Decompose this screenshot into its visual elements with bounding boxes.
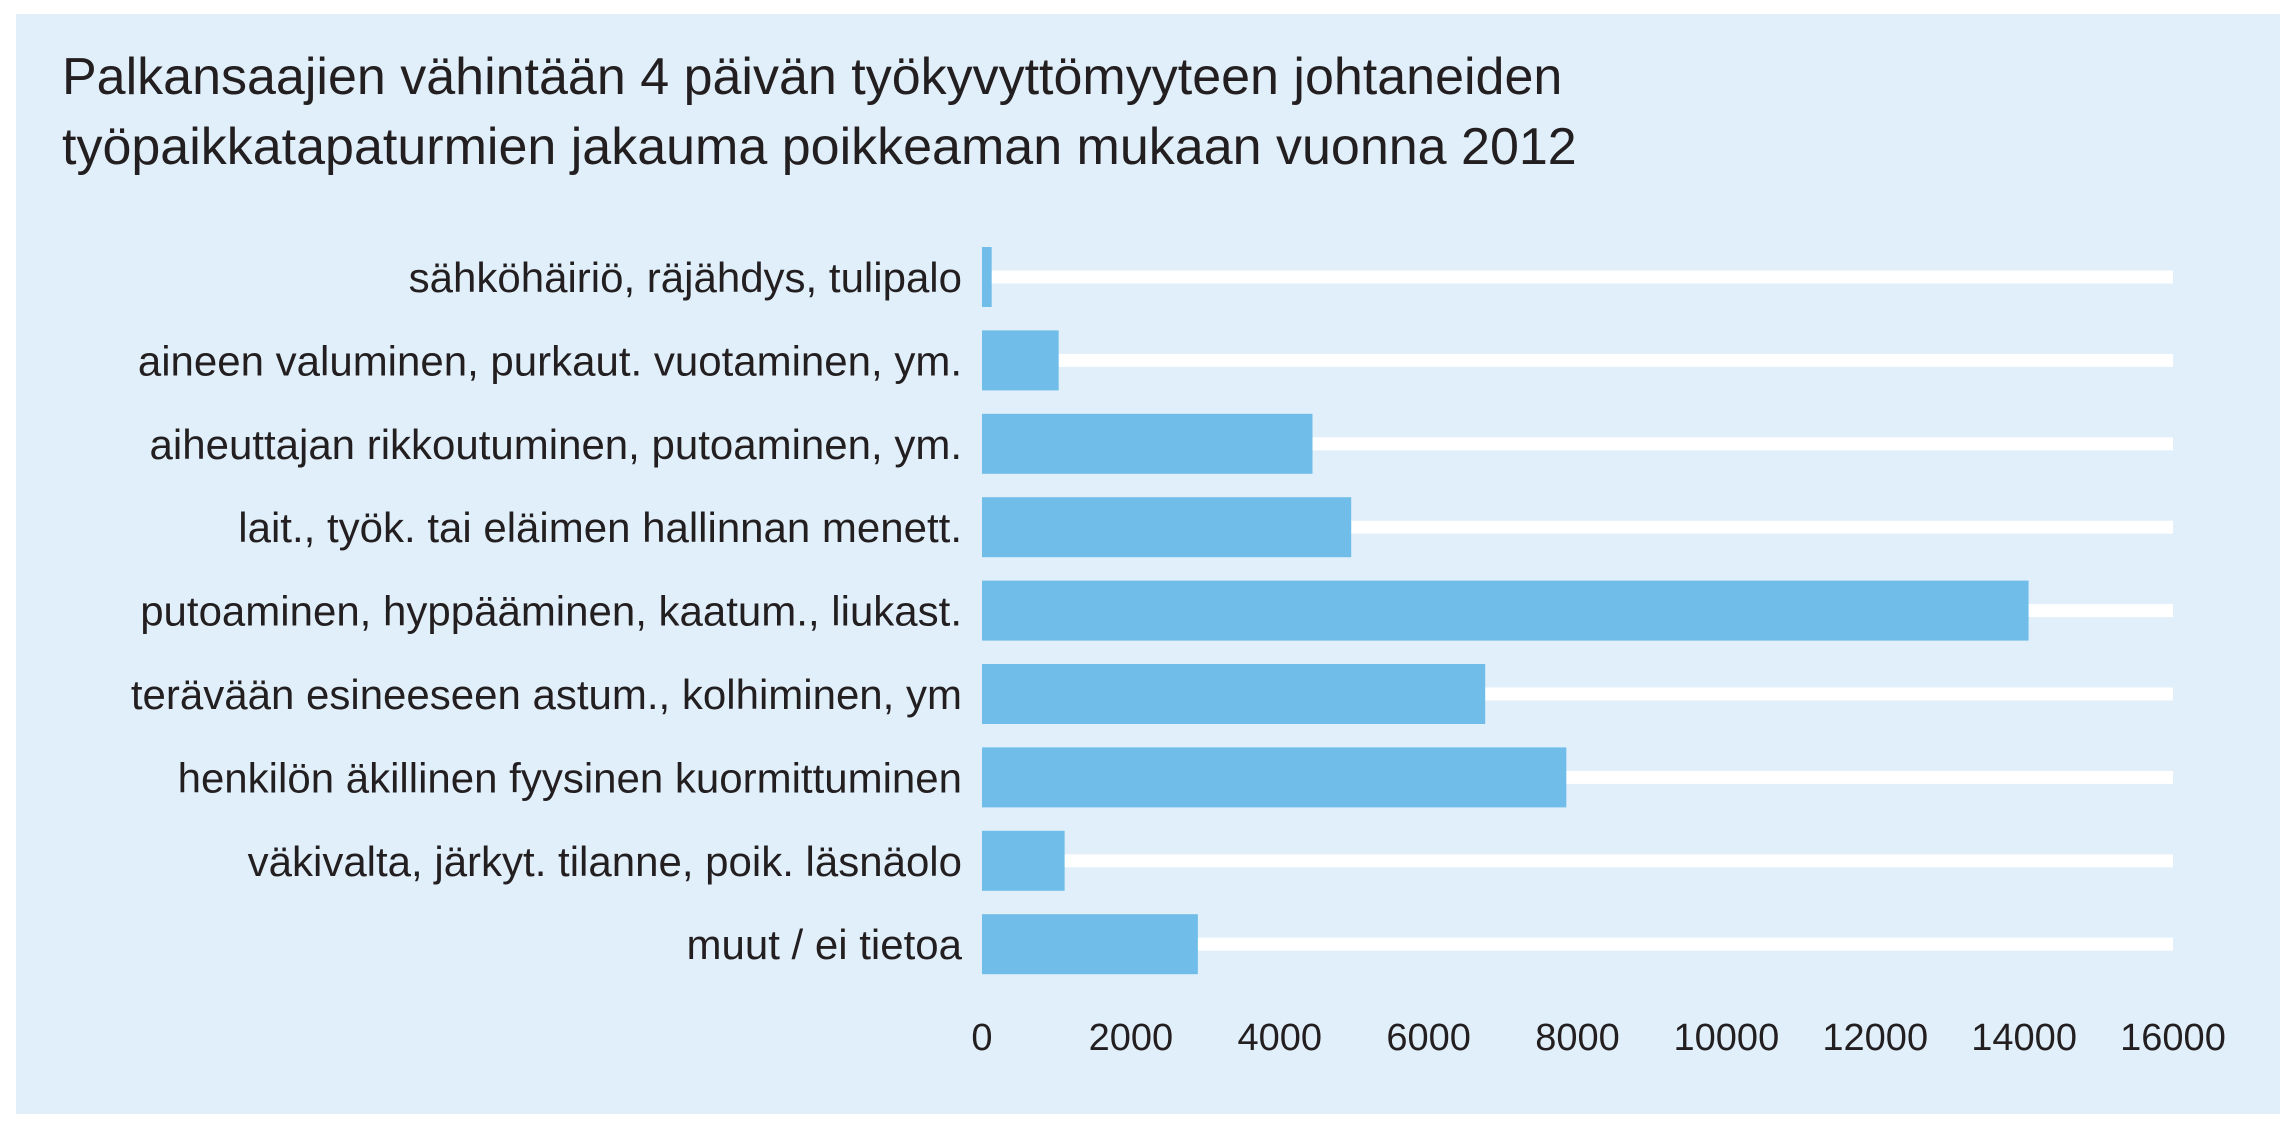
x-tick-label-3: 6000 [1386,1017,1471,1059]
track-8 [982,937,2173,951]
bar-4 [982,580,2029,641]
x-tick-label-1: 2000 [1089,1017,1174,1059]
bar-0 [982,247,992,307]
x-tick-label-7: 14000 [1971,1017,2077,1059]
track-7 [982,854,2173,868]
category-label-group: sähköhäiriö, räjähdys, tulipalo aineen va… [131,254,963,968]
x-tick-label-0: 0 [971,1017,992,1059]
category-label-8: muut / ei tietoa [687,921,963,968]
category-label-6: henkilön äkillinen fyysinen kuormittumin… [178,754,962,801]
bar-8 [982,914,1198,975]
x-tick-label-6: 12000 [1822,1017,1928,1059]
chart-title-line-2: työpaikkatapaturmien jakauma poikkeaman … [62,118,1577,176]
category-label-5: terävään esineeseen astum., kolhiminen, … [131,671,962,718]
chart-title-line-1: Palkansaajien vähintään 4 päivän työkyvy… [62,48,1563,106]
bar-group [982,247,2029,975]
bar-1 [982,330,1059,391]
x-tick-label-4: 8000 [1535,1017,1620,1059]
category-label-4: putoaminen, hyppääminen, kaatum., liukas… [140,588,962,635]
category-label-0: sähköhäiriö, räjähdys, tulipalo [409,254,962,301]
x-axis: 0 2000 4000 6000 8000 10000 12000 14000 16000 [971,1017,2225,1059]
bar-2 [982,413,1313,474]
track-1 [982,353,2173,367]
category-label-1: aineen valuminen, purkaut. vuotaminen, y… [138,337,962,384]
chart-title: Palkansaajien vähintään 4 päivän työkyvy… [62,42,1577,182]
category-label-2: aiheuttajan rikkoutuminen, putoaminen, y… [150,421,962,468]
bar-6 [982,747,1567,808]
x-tick-label-2: 4000 [1237,1017,1322,1059]
bar-5 [982,664,1486,724]
bar-7 [982,830,1065,891]
bar-3 [982,497,1352,558]
track-0 [982,270,2173,284]
category-label-7: väkivalta, järkyt. tilanne, poik. läsnäo… [248,838,962,885]
x-tick-label-5: 10000 [1674,1017,1780,1059]
category-label-3: lait., työk. tai eläimen hallinnan menet… [238,504,962,551]
x-tick-label-8: 16000 [2120,1017,2226,1059]
